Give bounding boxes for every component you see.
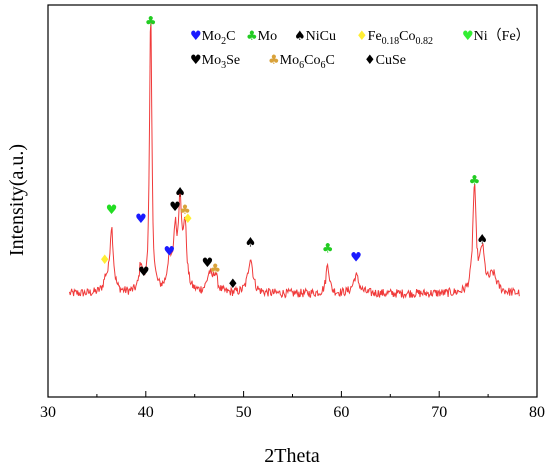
legend-item: ♦Fe0.18Co0.82	[356, 29, 433, 47]
x-tick-label: 30	[40, 404, 56, 421]
peak-marker: ♥	[138, 265, 150, 280]
y-axis-title: Intensity(a.u.)	[6, 144, 28, 256]
peak-marker: ♣	[469, 174, 481, 189]
legend-item: ♥Mo3Se	[190, 53, 240, 71]
peak-marker: ♦	[227, 277, 239, 292]
peak-marker: ♥	[135, 212, 147, 227]
peak-marker: ♣	[179, 203, 191, 218]
x-tick-label: 80	[529, 404, 545, 421]
peak-marker: ♣	[322, 241, 334, 256]
peak-marker: ♣	[209, 262, 221, 277]
peak-markers: ♦♥♥♥♣♥♥♠♣♦♥♣♦♠ ♣♥♣♠	[99, 14, 488, 292]
peak-marker: ♦	[182, 212, 194, 227]
xrd-pattern-line	[69, 21, 520, 300]
peak-marker: ♠	[174, 185, 186, 200]
legend-item: ♣Mo	[246, 29, 277, 44]
peak-marker: ♠	[245, 236, 257, 251]
x-tick-label: 40	[138, 404, 154, 421]
peak-marker: ♥	[202, 256, 214, 271]
legend: ♥Mo2C ♣Mo ♠NiCu ♦Fe0.18Co0.82 ♥Ni（Fe） ♥Mo3Se ♣…	[190, 28, 530, 71]
legend-item: ♦CuSe	[364, 53, 406, 68]
peak-marker: ♥	[106, 203, 118, 218]
x-ticks: 30 40 50 60 70 80	[40, 391, 545, 421]
peak-marker: ♥	[169, 200, 181, 215]
legend-item: ♠NiCu	[294, 29, 336, 44]
legend-item: ♥Ni（Fe）	[462, 28, 530, 44]
x-tick-label: 50	[236, 404, 252, 421]
legend-item: ♣Mo6Co6C	[268, 53, 335, 71]
x-axis-title: 2Theta	[264, 445, 320, 467]
x-tick-label: 70	[431, 404, 447, 421]
peak-marker: ♠	[476, 233, 488, 248]
x-tick-label: 60	[333, 404, 349, 421]
peak-marker: ♦	[99, 253, 111, 268]
peak-marker: ♣	[145, 14, 157, 29]
peak-marker: ♥	[163, 244, 175, 259]
legend-item: ♥Mo2C	[190, 29, 235, 47]
peak-marker: ♥	[350, 250, 362, 265]
